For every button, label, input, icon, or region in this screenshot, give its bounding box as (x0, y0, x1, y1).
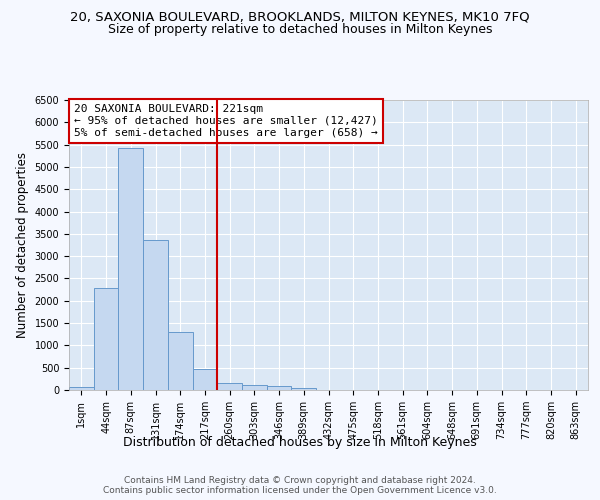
Bar (242, 385, 267, 390)
Text: Contains public sector information licensed under the Open Government Licence v3: Contains public sector information licen… (103, 486, 497, 495)
Text: Size of property relative to detached houses in Milton Keynes: Size of property relative to detached ho… (108, 22, 492, 36)
Text: 20, SAXONIA BOULEVARD, BROOKLANDS, MILTON KEYNES, MK10 7FQ: 20, SAXONIA BOULEVARD, BROOKLANDS, MILTO… (70, 11, 530, 24)
Bar (69, 387, 94, 390)
Text: Contains HM Land Registry data © Crown copyright and database right 2024.: Contains HM Land Registry data © Crown c… (124, 476, 476, 485)
Bar (118, 148, 143, 390)
Bar (292, 388, 316, 390)
Bar (168, 332, 193, 390)
Bar (94, 288, 118, 390)
Text: 20 SAXONIA BOULEVARD: 221sqm
← 95% of detached houses are smaller (12,427)
5% of: 20 SAXONIA BOULEVARD: 221sqm ← 95% of de… (74, 104, 378, 138)
Y-axis label: Number of detached properties: Number of detached properties (16, 152, 29, 338)
Text: Distribution of detached houses by size in Milton Keynes: Distribution of detached houses by size … (123, 436, 477, 449)
Bar (267, 386, 292, 390)
Bar (193, 368, 217, 390)
Bar (217, 382, 242, 390)
Bar (143, 240, 168, 390)
